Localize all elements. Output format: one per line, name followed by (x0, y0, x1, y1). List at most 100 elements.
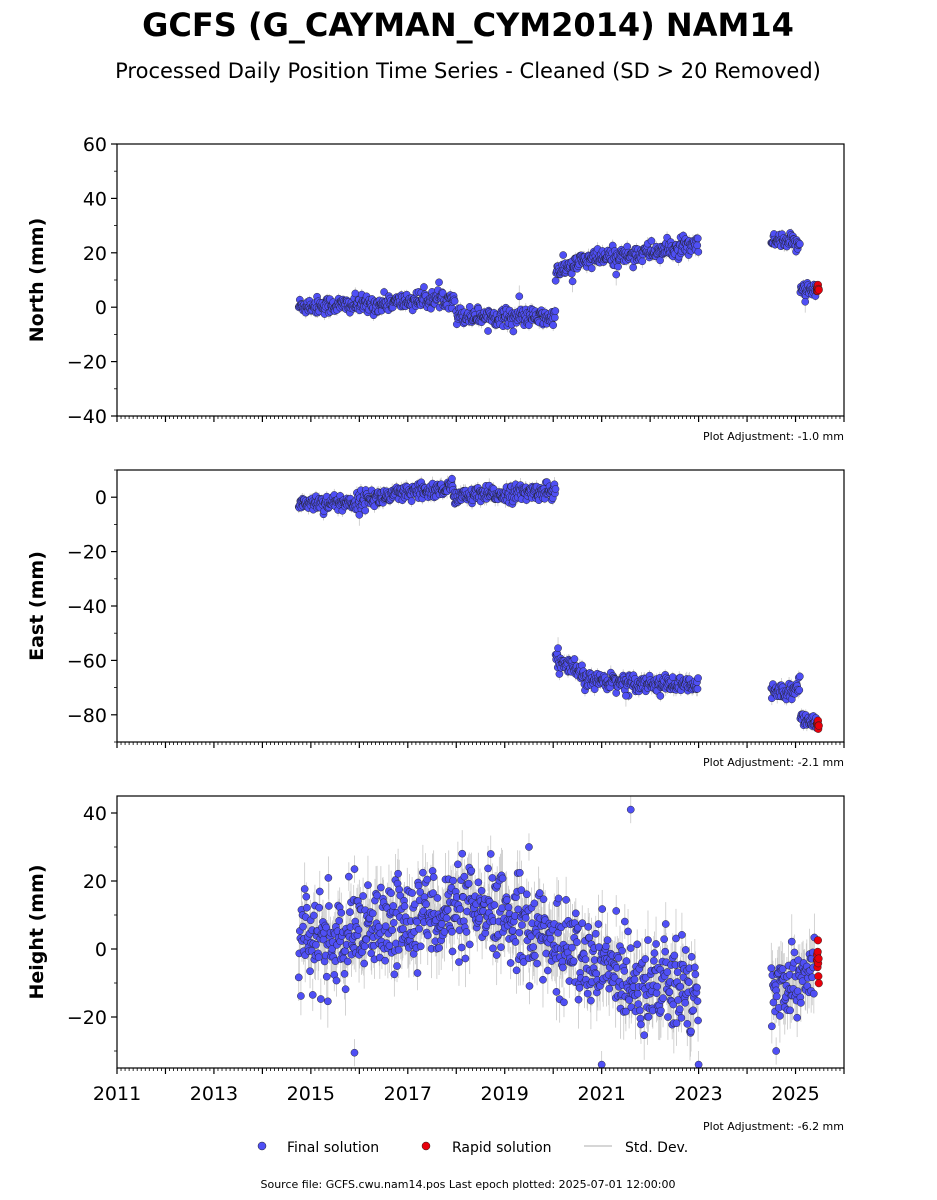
final-point (614, 262, 622, 271)
final-point (504, 903, 513, 912)
final-point (388, 926, 397, 934)
final-point (380, 288, 388, 296)
final-point (693, 241, 702, 250)
final-point (448, 947, 457, 956)
final-point (359, 892, 367, 900)
final-point (346, 908, 354, 916)
final-point (457, 943, 466, 952)
final-point (381, 922, 390, 931)
final-point (694, 248, 703, 256)
final-point (306, 967, 314, 976)
std-dev-bars (298, 473, 818, 732)
final-point (508, 926, 517, 935)
final-point (455, 958, 463, 966)
final-point (484, 327, 492, 335)
final-point (693, 685, 702, 693)
y-axis-label: East (mm) (26, 551, 48, 661)
final-point (373, 891, 381, 900)
y-axis-label: North (mm) (26, 218, 48, 343)
final-point (360, 942, 369, 951)
final-point (294, 973, 303, 982)
final-point (551, 276, 560, 285)
final-point (420, 283, 428, 291)
final-point (429, 889, 437, 897)
final-point (796, 240, 804, 248)
final-point (367, 949, 376, 958)
final-point (515, 292, 524, 301)
rapid-solution-points (812, 280, 823, 296)
rapid-point (814, 721, 823, 730)
plot-adjustment: Plot Adjustment: -2.1 mm (703, 756, 844, 769)
final-point (490, 901, 499, 909)
final-point (400, 902, 409, 911)
y-ticks: 0 −20 −40 −60 −80 (67, 469, 117, 743)
final-point (448, 474, 456, 483)
y-tick-label: −40 (67, 406, 107, 428)
final-point (381, 956, 390, 965)
y-tick-label: 0 (95, 487, 107, 509)
final-point (341, 947, 349, 955)
final-point (308, 991, 317, 999)
final-solution-points (294, 474, 821, 732)
final-point (461, 954, 470, 963)
final-point (440, 927, 449, 936)
final-point (668, 673, 677, 681)
final-point (429, 873, 438, 881)
final-point (465, 303, 474, 311)
final-point (484, 864, 492, 873)
final-point (488, 874, 497, 882)
final-point (364, 881, 372, 889)
final-point (335, 916, 343, 925)
final-point (612, 689, 621, 697)
final-point (497, 943, 505, 951)
final-point (801, 297, 810, 306)
final-point (332, 976, 341, 985)
y-ticks: 60 40 20 0 −20 −40 (67, 134, 117, 428)
chart-subtitle: Processed Daily Position Time Series - C… (115, 59, 821, 83)
final-point (442, 914, 451, 922)
y-tick-label: 60 (83, 134, 107, 156)
final-point (456, 905, 464, 913)
final-point (416, 942, 425, 951)
final-point (314, 953, 323, 962)
final-point (796, 672, 804, 681)
final-point (693, 234, 702, 243)
y-tick-label: −80 (67, 705, 107, 727)
final-point (622, 691, 630, 700)
final-point (498, 874, 507, 883)
final-point (322, 972, 331, 981)
final-point (477, 886, 486, 895)
final-point (486, 850, 495, 858)
final-point (399, 925, 407, 933)
final-point (312, 941, 320, 949)
final-point (647, 237, 656, 245)
final-point (506, 959, 515, 967)
final-point (443, 906, 452, 914)
final-point (458, 849, 467, 858)
final-point (396, 891, 405, 900)
north-panel: 60 40 20 0 −20 −40 North (mm) Plot Adjustment: … (26, 134, 845, 443)
final-point (465, 940, 474, 949)
final-point (377, 883, 385, 892)
final-point (337, 908, 346, 917)
final-point (568, 277, 577, 286)
final-point (423, 875, 432, 884)
final-point (551, 485, 560, 493)
final-point (390, 970, 399, 979)
y-tick-label: 40 (83, 188, 107, 210)
final-point (460, 872, 469, 881)
final-point (408, 889, 416, 897)
rapid-point (814, 285, 823, 294)
final-point (435, 278, 443, 287)
final-point (303, 903, 311, 912)
final-point (385, 941, 394, 950)
final-solution-points (294, 229, 821, 336)
final-point (416, 888, 425, 896)
final-point (549, 321, 558, 329)
final-point (450, 297, 459, 305)
final-point (299, 922, 307, 931)
final-point (310, 911, 318, 920)
east-panel: 0 −20 −40 −60 −80 East (mm) Plot Adjustment: -… (26, 469, 845, 769)
final-point (419, 868, 427, 877)
final-point (341, 985, 350, 994)
